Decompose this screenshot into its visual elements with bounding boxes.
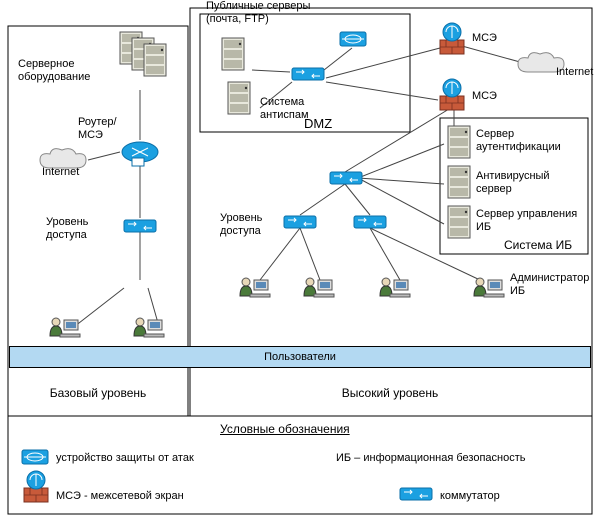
firewall-icon [440, 79, 464, 110]
internet-right-label: Internet [556, 66, 593, 79]
legend-ib-label: ИБ – информационная безопасность [336, 452, 586, 465]
switch-legend-icon [400, 488, 432, 500]
router-mse-label: Роутер/МСЭ [78, 116, 138, 142]
firewall-icon [440, 23, 464, 54]
ids-legend-icon [22, 450, 48, 464]
legend-ids-label: устройство защиты от атак [56, 452, 256, 465]
mse1-label: МСЭ [472, 32, 497, 45]
router-icon [122, 142, 158, 162]
user-icon [134, 318, 164, 337]
server-icon [222, 38, 244, 70]
dmz-label: DMZ [304, 116, 332, 132]
public-servers-label: Публичные серверы(почта, FTP) [206, 0, 346, 26]
server-icon [448, 166, 470, 198]
user-icon [240, 278, 270, 297]
switch-icon [330, 172, 362, 184]
legend-title: Условные обозначения [220, 422, 350, 436]
firewall-legend-icon [24, 471, 48, 502]
user-icon [474, 278, 504, 297]
auth-server-label: Сервераутентификации [476, 128, 586, 154]
av-server-label: Антивирусныйсервер [476, 170, 586, 196]
server-icon [448, 126, 470, 158]
server-icon [448, 206, 470, 238]
user-icon [304, 278, 334, 297]
server-stack-icon [120, 32, 142, 64]
admin-ib-label: АдминистраторИБ [510, 272, 600, 298]
legend-mse-label: МСЭ - межсетевой экран [56, 490, 256, 503]
switch-icon [124, 220, 156, 232]
user-icon [50, 318, 80, 337]
ids-icon [340, 32, 366, 46]
access-right-label: Уровеньдоступа [220, 212, 290, 238]
server-icon [228, 82, 250, 114]
server-equip-label: Серверноеоборудование [18, 58, 108, 84]
user-icon [380, 278, 410, 297]
access-left-label: Уровеньдоступа [46, 216, 116, 242]
ib-mgmt-label: Сервер управленияИБ [476, 208, 588, 234]
server-stack-icon [144, 44, 166, 76]
basic-level-label: Базовый уровень [8, 386, 188, 400]
high-level-label: Высокий уровень [190, 386, 590, 400]
system-ib-label: Система ИБ [504, 238, 572, 252]
users-bar: Пользователи [9, 346, 591, 368]
mse2-label: МСЭ [472, 90, 497, 103]
server-stack-icon [132, 38, 154, 70]
network-diagram: Серверноеоборудование Роутер/МСЭ Interne… [0, 0, 600, 520]
internet-left-label: Internet [42, 166, 79, 179]
legend-switch-label: коммутатор [440, 490, 560, 503]
switch-icon [354, 216, 386, 228]
switch-icon [292, 68, 324, 80]
